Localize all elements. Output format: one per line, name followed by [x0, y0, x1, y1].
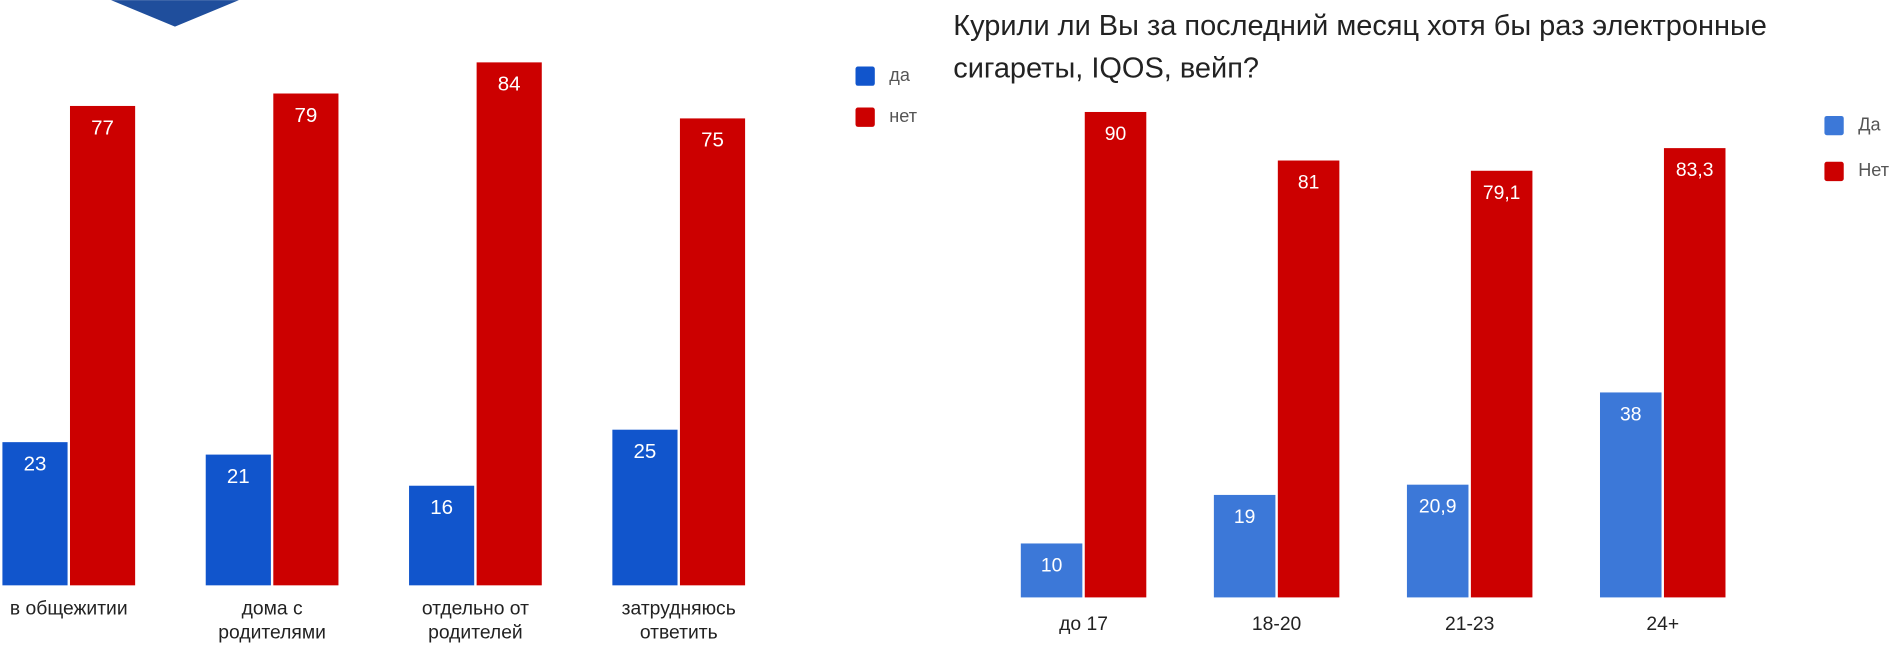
x-tick-label-box: 21-23: [1444, 614, 1495, 635]
legend-label: Да: [1858, 114, 1881, 134]
legend-label: нет: [889, 106, 917, 126]
x-tick-label: 24+: [1646, 614, 1680, 635]
bar: [1599, 392, 1662, 598]
x-tick-label: 18-20: [1251, 614, 1302, 635]
x-tick-label-box: 24+: [1646, 614, 1680, 635]
bar: [273, 93, 339, 586]
value-label: 90: [1105, 124, 1126, 145]
x-tick-label-box: 18-20: [1251, 614, 1302, 635]
legend-swatch: [1824, 115, 1844, 136]
x-tick-label-box: отдельно от родителей: [421, 598, 529, 644]
x-tick-label: затрудняюсь ответить: [621, 598, 736, 644]
value-label: 21: [227, 465, 250, 488]
bar: [1213, 494, 1276, 598]
x-tick-label-box: до 17: [1059, 614, 1108, 635]
legend-label: Нет: [1858, 160, 1889, 180]
value-label: 16: [430, 496, 453, 519]
value-label: 79: [294, 104, 317, 127]
bar: [612, 429, 678, 586]
bar: [1663, 148, 1726, 598]
bar: [1406, 484, 1469, 598]
value-label: 25: [634, 440, 657, 463]
legend-swatch: [855, 66, 875, 86]
x-tick-label: до 17: [1059, 614, 1108, 635]
x-tick-label-box: в общежитии: [9, 598, 128, 620]
legend-swatch: [855, 107, 875, 127]
bar: [1470, 170, 1533, 598]
chart-title: Курили ли Вы за последний месяц хотя бы …: [953, 9, 1767, 85]
bar: [69, 105, 136, 586]
bar: [2, 442, 68, 586]
value-label: 81: [1298, 173, 1319, 194]
x-tick-label: дома с родителями: [218, 598, 326, 644]
bar: [1277, 160, 1340, 598]
value-label: 75: [701, 129, 724, 152]
legend-swatch: [1824, 161, 1844, 182]
value-label: 79,1: [1483, 183, 1521, 204]
legend-label: да: [889, 65, 911, 85]
bar: [1084, 111, 1147, 598]
bar: [409, 485, 475, 586]
x-tick-label: в общежитии: [9, 598, 128, 620]
value-label: 38: [1620, 404, 1641, 425]
value-label: 83,3: [1676, 160, 1714, 181]
value-label: 10: [1041, 555, 1062, 576]
bar: [679, 118, 746, 586]
bar: [476, 62, 542, 586]
x-tick-label: 21-23: [1444, 614, 1495, 635]
x-tick-label-box: дома с родителями: [218, 598, 326, 644]
bar: [205, 454, 271, 586]
decoration: [111, 0, 239, 27]
value-label: 77: [91, 116, 114, 139]
chart-title-box: Курили ли Вы за последний месяц хотя бы …: [953, 9, 1767, 85]
value-label: 23: [24, 452, 47, 475]
x-tick-label: отдельно от родителей: [421, 598, 529, 644]
x-tick-label-box: затрудняюсь ответить: [621, 598, 736, 644]
value-label: 19: [1234, 507, 1255, 528]
bar: [1020, 543, 1083, 598]
value-label: 84: [498, 73, 521, 96]
value-label: 20,9: [1419, 497, 1457, 518]
